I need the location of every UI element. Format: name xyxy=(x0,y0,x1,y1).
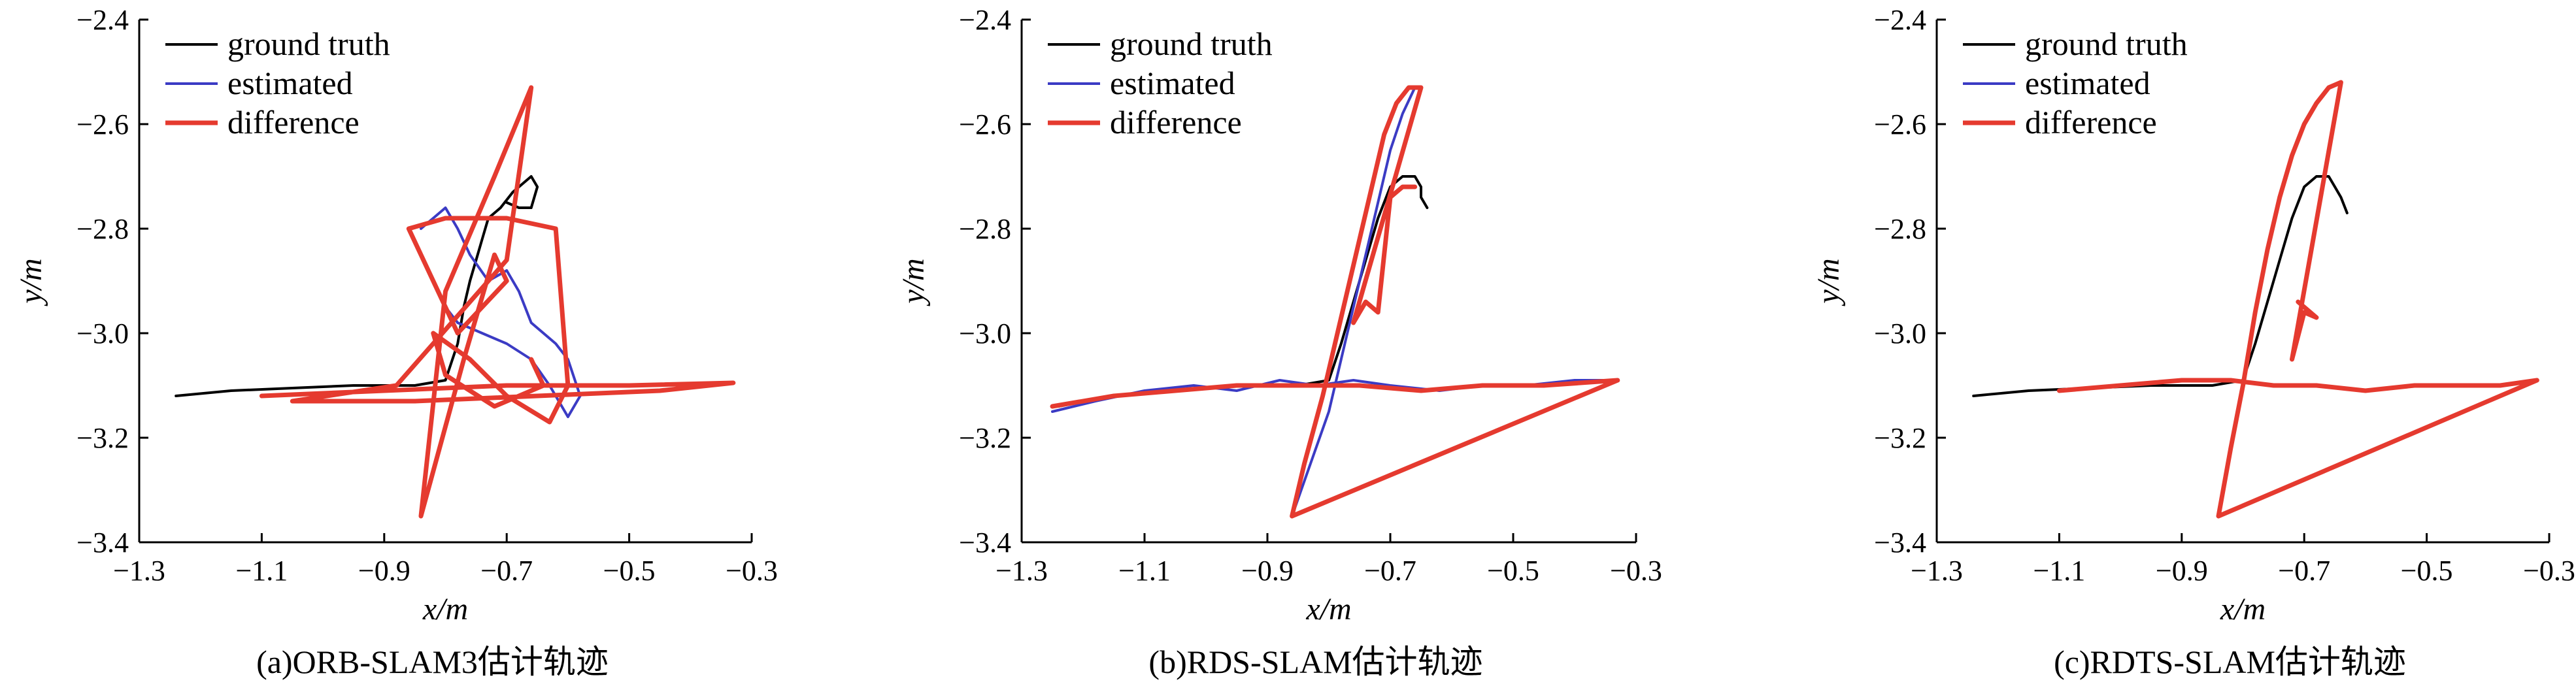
series-line-estimated xyxy=(1051,86,1619,517)
series-line-difference xyxy=(2056,80,2539,519)
y-tick-label: −2.8 xyxy=(76,213,129,245)
y-axis-label: y/m xyxy=(896,258,931,306)
y-tick-label: −2.6 xyxy=(1874,108,1926,140)
legend-entry: ground truth xyxy=(1110,25,1273,62)
y-tick-label: −3.4 xyxy=(1874,527,1926,559)
y-tick-label: −3.4 xyxy=(959,527,1011,559)
y-axis-label: y/m xyxy=(14,258,48,306)
x-tick-label: −0.7 xyxy=(2278,555,2330,587)
x-tick-label: −0.9 xyxy=(2156,555,2208,587)
y-tick-label: −3.0 xyxy=(76,318,129,350)
x-axis-label: x/m xyxy=(2220,592,2266,627)
chart-caption: (b)RDS-SLAM估计轨迹 xyxy=(1148,644,1482,680)
y-tick-label: −2.4 xyxy=(959,4,1011,36)
legend-entry: difference xyxy=(2025,104,2157,140)
chart-panel-1: −1.3 −1.1 −0.9 −0.7 −0.5 −0.3 −2.4 −2.6 −2.8 −3.0… xyxy=(896,4,1662,680)
series-line-estimated xyxy=(420,206,582,418)
y-tick-label: −3.4 xyxy=(76,527,129,559)
y-tick-label: −2.4 xyxy=(76,4,129,36)
chart-panel-0: −1.3 −1.1 −0.9 −0.7 −0.5 −0.3 −2.4 −2.6 −2.8 −3.0… xyxy=(14,4,778,680)
y-tick-label: −2.4 xyxy=(1874,4,1926,36)
legend-entry: difference xyxy=(227,104,360,140)
legend-entry: estimated xyxy=(227,65,353,101)
legend-entry: difference xyxy=(1110,104,1242,140)
x-tick-label: −0.7 xyxy=(1364,555,1416,587)
chart-panel-2: −1.3 −1.1 −0.9 −0.7 −0.5 −0.3 −2.4 −2.6 −2.8 −3.0… xyxy=(1811,4,2575,680)
chart-caption: (c)RDTS-SLAM估计轨迹 xyxy=(2054,644,2406,680)
y-tick-label: −3.2 xyxy=(76,422,129,454)
series-line-difference xyxy=(1050,85,1620,519)
series-line-ground-truth xyxy=(1972,175,2349,397)
legend-entry: estimated xyxy=(1110,65,1235,101)
x-tick-label: −1.3 xyxy=(1911,555,1963,587)
x-tick-label: −0.3 xyxy=(726,555,778,587)
x-axis-label: x/m xyxy=(422,592,468,627)
y-tick-label: −3.2 xyxy=(959,422,1011,454)
x-tick-label: −0.3 xyxy=(1610,555,1662,587)
x-tick-label: −1.3 xyxy=(113,555,165,587)
x-tick-label: −0.9 xyxy=(1241,555,1294,587)
series-line-estimated xyxy=(2058,81,2539,517)
x-tick-label: −1.3 xyxy=(995,555,1048,587)
x-tick-label: −1.1 xyxy=(1118,555,1171,587)
chart-caption: (a)ORB-SLAM3估计轨迹 xyxy=(256,644,609,680)
y-tick-label: −3.2 xyxy=(1874,422,1926,454)
y-tick-label: −2.8 xyxy=(1874,213,1926,245)
y-tick-label: −2.8 xyxy=(959,213,1011,245)
legend-entry: ground truth xyxy=(2025,25,2188,62)
x-tick-label: −1.1 xyxy=(2033,555,2085,587)
y-tick-label: −2.6 xyxy=(76,108,129,140)
y-tick-label: −3.0 xyxy=(1874,318,1926,350)
series-line-ground-truth xyxy=(1057,175,1429,408)
x-tick-label: −0.3 xyxy=(2523,555,2575,587)
x-tick-label: −0.9 xyxy=(358,555,410,587)
y-tick-label: −2.6 xyxy=(959,108,1011,140)
x-tick-label: −0.7 xyxy=(480,555,533,587)
x-tick-label: −0.5 xyxy=(603,555,656,587)
series-line-ground-truth xyxy=(175,175,539,397)
series-line-difference xyxy=(259,85,736,519)
x-tick-label: −0.5 xyxy=(1487,555,1539,587)
legend-entry: estimated xyxy=(2025,65,2150,101)
x-tick-label: −1.1 xyxy=(235,555,288,587)
x-axis-label: x/m xyxy=(1305,592,1351,627)
legend-entry: ground truth xyxy=(227,25,390,62)
y-tick-label: −3.0 xyxy=(959,318,1011,350)
y-axis-label: y/m xyxy=(1811,258,1846,306)
x-tick-label: −0.5 xyxy=(2401,555,2453,587)
